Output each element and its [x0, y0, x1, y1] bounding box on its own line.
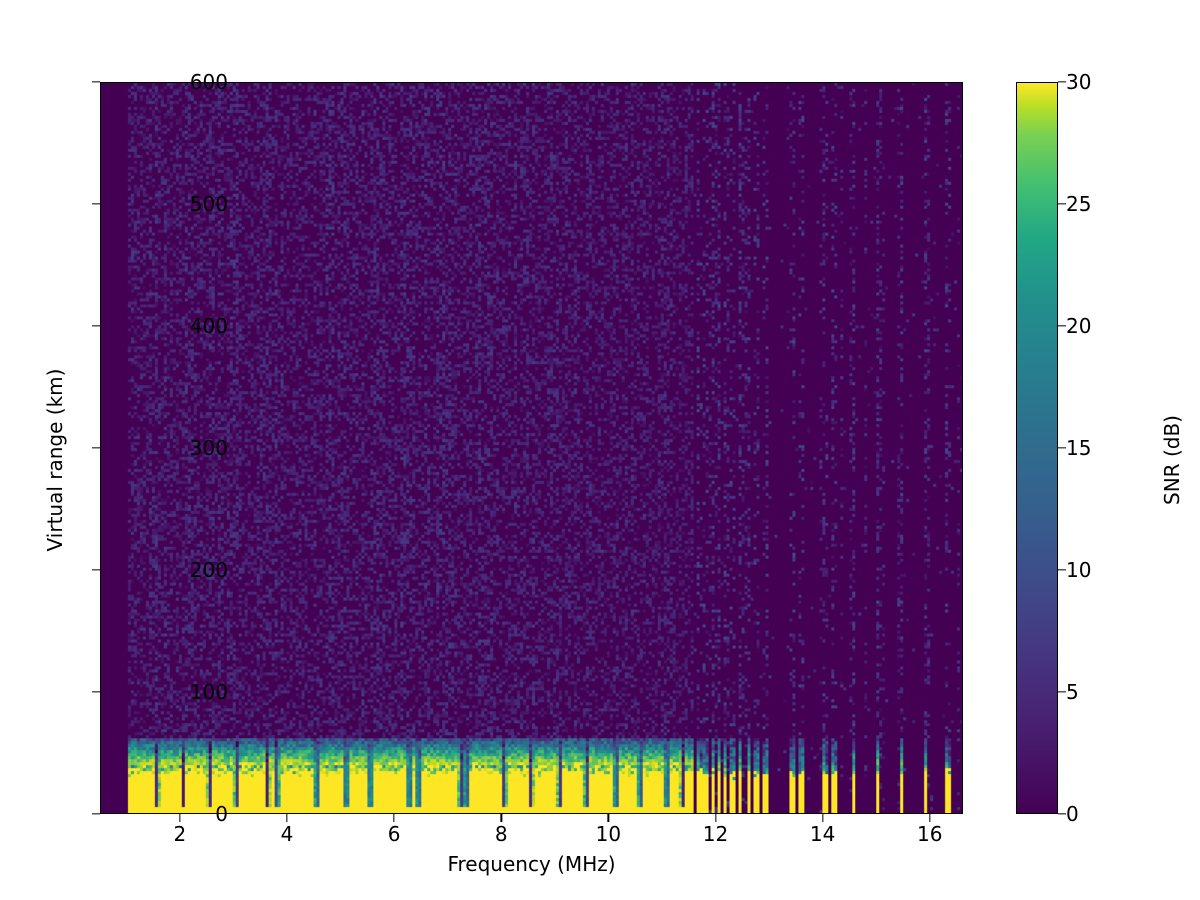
y-tick-label: 400 — [189, 314, 228, 338]
x-tick-mark — [286, 814, 288, 822]
x-tick-mark — [607, 814, 610, 822]
x-tick-mark — [929, 814, 931, 822]
x-tick-label: 8 — [494, 822, 508, 846]
colorbar-tick-label: 10 — [1066, 558, 1092, 582]
y-tick-mark — [92, 447, 100, 449]
x-tick-label: 12 — [702, 822, 729, 846]
y-tick-mark — [92, 569, 100, 571]
y-tick-label: 600 — [189, 70, 228, 94]
colorbar-tick-label: 5 — [1066, 680, 1079, 704]
colorbar-tick-mark — [1058, 81, 1066, 83]
x-tick-mark — [393, 814, 395, 822]
colorbar-tick-label: 0 — [1066, 802, 1079, 826]
x-tick-mark — [821, 814, 824, 822]
x-tick-label: 2 — [173, 822, 187, 846]
x-tick-mark — [500, 814, 502, 822]
y-tick-label: 100 — [189, 680, 228, 704]
colorbar-tick-mark — [1058, 203, 1066, 205]
x-tick-label: 16 — [917, 822, 943, 846]
ionogram-heatmap — [101, 83, 962, 813]
colorbar — [1016, 82, 1058, 814]
x-tick-label: 14 — [809, 822, 836, 846]
y-tick-label: 300 — [189, 436, 228, 460]
colorbar-label: SNR (dB) — [1160, 415, 1184, 505]
y-tick-mark — [92, 813, 100, 815]
x-tick-mark — [179, 814, 181, 822]
colorbar-tick-label: 15 — [1066, 436, 1092, 460]
y-tick-mark — [92, 81, 100, 83]
colorbar-tick-mark — [1058, 447, 1066, 449]
colorbar-tick-mark — [1058, 325, 1066, 327]
colorbar-tick-label: 20 — [1066, 314, 1092, 338]
y-tick-label: 0 — [215, 802, 228, 826]
x-tick-mark — [714, 814, 717, 822]
x-tick-label: 10 — [595, 822, 622, 846]
colorbar-tick-mark — [1058, 691, 1066, 693]
colorbar-tick-label: 30 — [1066, 70, 1092, 94]
y-tick-mark — [92, 203, 100, 205]
x-tick-label: 4 — [280, 822, 294, 846]
colorbar-tick-label: 25 — [1066, 192, 1092, 216]
x-axis-label: Frequency (MHz) — [447, 852, 616, 876]
x-tick-label: 6 — [387, 822, 401, 846]
y-tick-label: 200 — [189, 558, 228, 582]
plot-area — [100, 82, 963, 814]
y-tick-mark — [92, 325, 100, 327]
colorbar-tick-mark — [1058, 569, 1066, 571]
colorbar-tick-mark — [1058, 813, 1066, 815]
y-tick-label: 500 — [189, 192, 228, 216]
y-axis-label: Virtual range (km) — [43, 368, 67, 552]
y-tick-mark — [92, 691, 100, 693]
